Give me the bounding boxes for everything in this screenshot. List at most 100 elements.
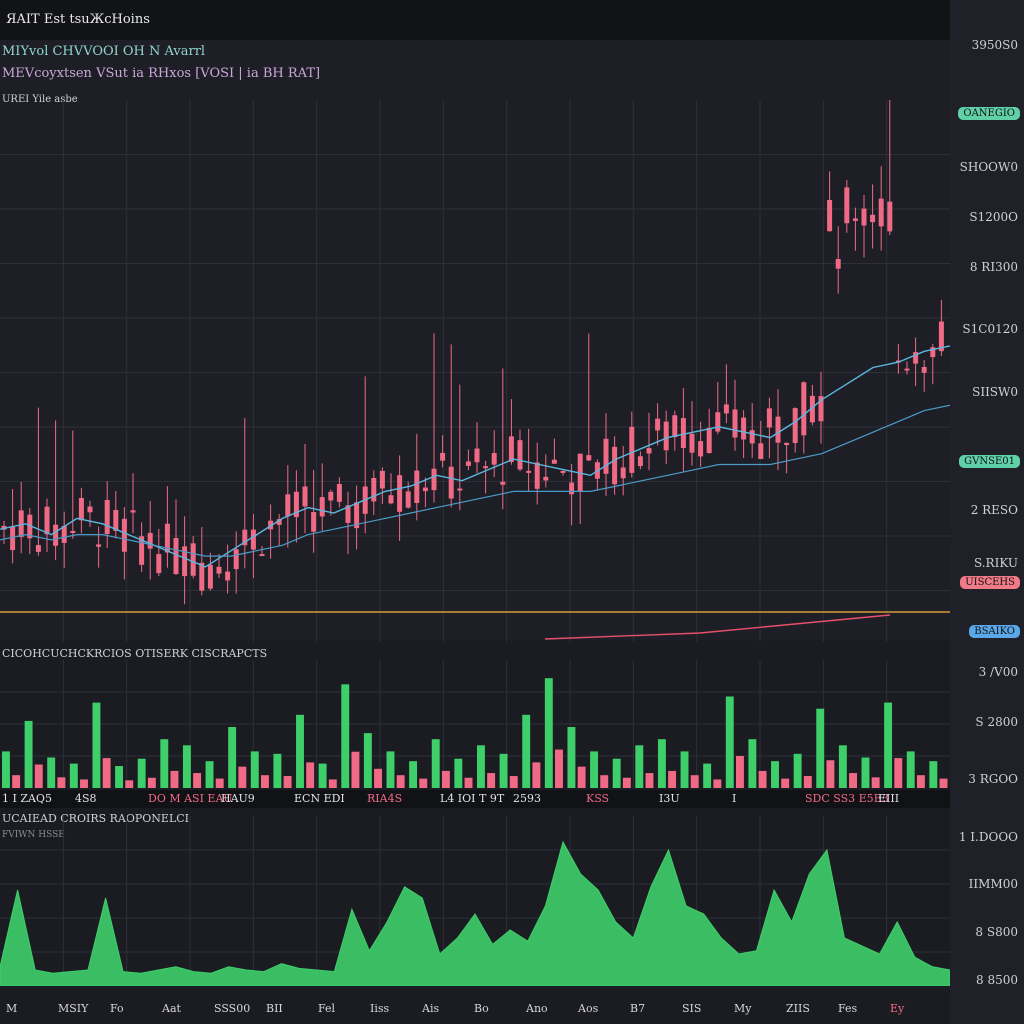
x-tick-label: Fes <box>838 1002 858 1015</box>
volume-bar <box>47 757 56 788</box>
volume-bar-secondary <box>713 779 722 788</box>
volume-bar <box>929 761 938 788</box>
volume-bar-secondary <box>57 777 66 788</box>
candle-body <box>345 505 351 523</box>
area-series <box>0 840 950 986</box>
candle-body <box>53 524 59 546</box>
volume-bar-secondary <box>80 779 88 788</box>
volume-bar <box>454 758 463 788</box>
candle-body <box>259 554 265 557</box>
candle-body <box>801 382 807 436</box>
price-tick-label: S1200O <box>969 210 1018 224</box>
x-tick-label: SIS <box>682 1002 702 1015</box>
volume-bar <box>318 763 327 788</box>
candle-body <box>70 530 76 533</box>
candle-body <box>861 208 867 226</box>
candle-body <box>766 408 772 428</box>
candle-body <box>285 494 291 517</box>
x-tick-label: Ano <box>526 1002 548 1015</box>
volume-bar-secondary <box>396 775 405 788</box>
candle-body <box>835 259 841 269</box>
volume-bar <box>341 684 350 788</box>
volume-bar-secondary <box>939 778 948 788</box>
candle-body <box>569 482 575 495</box>
volume-bar <box>884 702 893 788</box>
volume-bar <box>703 763 712 788</box>
candle-body <box>560 470 566 473</box>
candle-body <box>61 525 67 543</box>
volume-bar <box>906 751 915 788</box>
candle-body <box>784 442 790 446</box>
candle-body <box>938 321 944 352</box>
volume-bar-secondary <box>781 778 790 788</box>
x-tick-label: My <box>734 1002 752 1015</box>
volume-bar <box>92 702 101 788</box>
volume-bar-secondary <box>12 775 21 788</box>
candle-body <box>225 571 231 581</box>
volume-bar-secondary <box>532 762 541 788</box>
candle-body <box>698 441 704 457</box>
volume-bar-secondary <box>849 773 857 788</box>
price-tick-label: S.RIKU <box>973 556 1018 570</box>
candle-body <box>457 488 463 491</box>
candle-body <box>732 409 738 438</box>
candle-body <box>508 436 514 462</box>
candle-body <box>173 538 179 575</box>
volume-bar <box>363 733 372 788</box>
volume-label: HAU9 <box>221 792 255 805</box>
volume-bar <box>160 739 169 788</box>
volume-label: 4S8 <box>75 792 97 805</box>
volume-label: SDC SS3 E5E3 <box>805 792 889 805</box>
candle-body <box>268 520 274 530</box>
candle-body <box>474 448 480 463</box>
volume-bar <box>477 745 485 788</box>
volume-bar <box>205 761 214 788</box>
x-tick-label: M <box>6 1002 18 1015</box>
volume-bar-secondary <box>600 775 609 788</box>
candle-body <box>921 367 927 373</box>
candle-body <box>904 368 910 371</box>
volume-bar-secondary <box>125 780 134 788</box>
candle-body <box>371 477 377 502</box>
candle-body <box>104 500 110 535</box>
candle-body <box>147 532 153 549</box>
candle-body <box>216 566 222 574</box>
legend-line-1: MIYvol CHVVOOI OH N Avarrl <box>2 44 206 59</box>
volume-bar-secondary <box>645 773 654 788</box>
volume-bar-secondary <box>916 775 925 788</box>
volume-bar <box>838 745 847 788</box>
price-badge: UISCEHS <box>960 576 1020 589</box>
page-title: ЯAIT Est tsuЖcHoins <box>6 12 150 27</box>
candle-body <box>130 510 136 513</box>
volume-bar-secondary <box>577 766 586 788</box>
candle-body <box>672 415 678 438</box>
candle-body <box>706 427 712 454</box>
candle-body <box>379 470 385 489</box>
candle-body <box>465 461 471 466</box>
volume-bar <box>748 739 757 788</box>
candle-body <box>336 483 342 502</box>
candle-body <box>612 446 618 485</box>
x-tick-label: Ey <box>890 1002 905 1015</box>
candle-body <box>775 416 781 443</box>
volume-label: L4 IOI T 9T <box>440 792 505 805</box>
series-line-slow <box>0 404 950 557</box>
candle-body <box>78 497 84 521</box>
x-tick-label: Iiss <box>370 1002 390 1015</box>
volume-bar-secondary <box>102 758 111 788</box>
volume-bar <box>273 753 282 788</box>
legend-line-3: UREI Yile asbe <box>2 94 78 105</box>
candle-body <box>190 543 196 576</box>
volume-bar-secondary <box>464 777 473 788</box>
x-tick-label: SSS00 <box>214 1002 251 1015</box>
candle-body <box>35 545 41 552</box>
candle-body <box>620 467 626 479</box>
candle-body <box>388 495 394 504</box>
volume-bar <box>544 678 553 788</box>
volume-bar-secondary <box>871 777 880 788</box>
candle-body <box>139 536 145 565</box>
x-tick-label: MSIY <box>58 1002 89 1015</box>
candle-body <box>526 470 532 473</box>
area-chart <box>0 816 950 986</box>
volume-tick-label: S 2800 <box>975 715 1018 729</box>
